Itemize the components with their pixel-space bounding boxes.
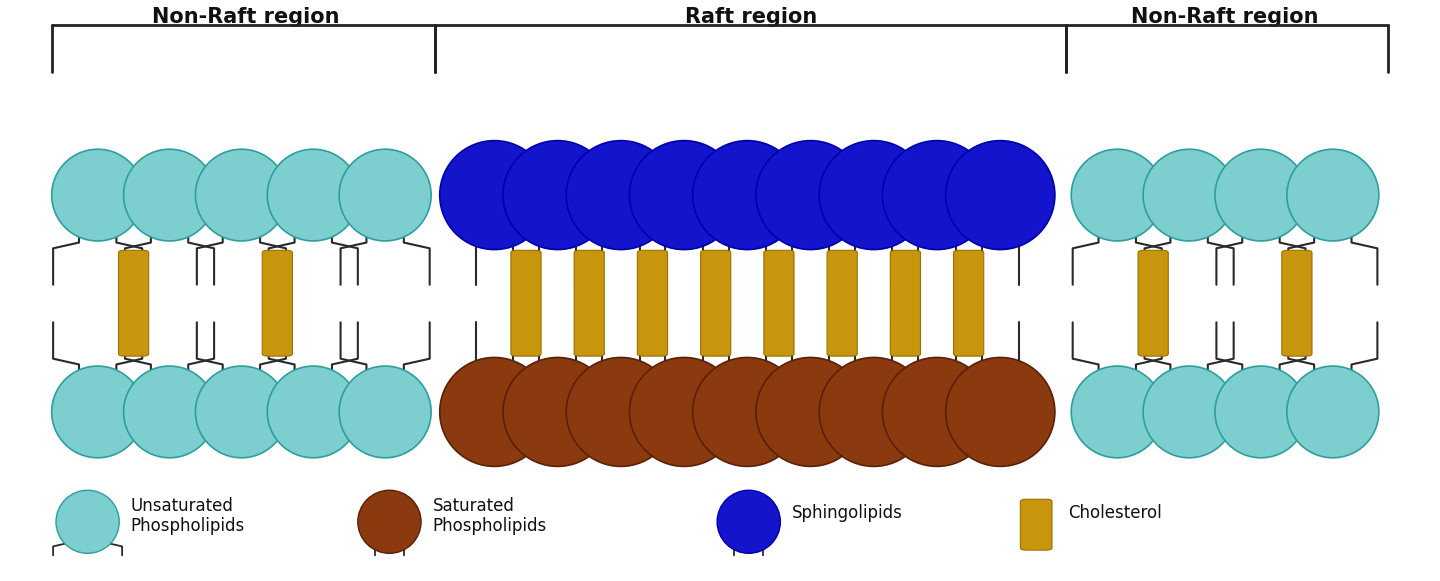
Ellipse shape [1287, 149, 1380, 241]
Ellipse shape [52, 149, 144, 241]
Ellipse shape [693, 141, 802, 250]
Ellipse shape [566, 141, 675, 250]
Ellipse shape [1143, 366, 1236, 458]
Ellipse shape [819, 141, 929, 250]
FancyBboxPatch shape [953, 250, 984, 356]
Ellipse shape [340, 149, 431, 241]
Ellipse shape [124, 149, 216, 241]
FancyBboxPatch shape [1021, 499, 1053, 550]
Ellipse shape [124, 366, 216, 458]
Ellipse shape [52, 366, 144, 458]
Ellipse shape [756, 357, 865, 467]
Ellipse shape [439, 357, 549, 467]
Ellipse shape [946, 141, 1056, 250]
Ellipse shape [56, 490, 120, 553]
Ellipse shape [268, 366, 359, 458]
Ellipse shape [629, 357, 739, 467]
FancyBboxPatch shape [638, 250, 668, 356]
Ellipse shape [946, 357, 1056, 467]
FancyBboxPatch shape [575, 250, 605, 356]
FancyBboxPatch shape [763, 250, 793, 356]
Ellipse shape [196, 149, 288, 241]
Ellipse shape [1071, 149, 1164, 241]
Ellipse shape [1071, 366, 1164, 458]
FancyBboxPatch shape [890, 250, 920, 356]
Ellipse shape [629, 141, 739, 250]
Ellipse shape [340, 366, 431, 458]
FancyBboxPatch shape [118, 250, 148, 356]
Text: Non-Raft region: Non-Raft region [1132, 7, 1319, 27]
Ellipse shape [439, 141, 549, 250]
Ellipse shape [1287, 366, 1380, 458]
Ellipse shape [1143, 149, 1236, 241]
Text: Raft region: Raft region [685, 7, 816, 27]
Text: Non-Raft region: Non-Raft region [153, 7, 340, 27]
Text: Unsaturated
Phospholipids: Unsaturated Phospholipids [131, 497, 245, 536]
FancyBboxPatch shape [701, 250, 730, 356]
Ellipse shape [883, 141, 992, 250]
FancyBboxPatch shape [262, 250, 292, 356]
FancyBboxPatch shape [511, 250, 541, 356]
Text: Cholesterol: Cholesterol [1068, 504, 1162, 522]
Ellipse shape [717, 490, 780, 553]
Ellipse shape [756, 141, 865, 250]
Text: Sphingolipids: Sphingolipids [792, 504, 903, 522]
Ellipse shape [693, 357, 802, 467]
Ellipse shape [1215, 366, 1308, 458]
Text: Saturated
Phospholipids: Saturated Phospholipids [432, 497, 547, 536]
Ellipse shape [503, 357, 612, 467]
Ellipse shape [503, 141, 612, 250]
Ellipse shape [1215, 149, 1308, 241]
Ellipse shape [357, 490, 420, 553]
FancyBboxPatch shape [1282, 250, 1312, 356]
Ellipse shape [196, 366, 288, 458]
Ellipse shape [819, 357, 929, 467]
Ellipse shape [883, 357, 992, 467]
FancyBboxPatch shape [1138, 250, 1168, 356]
FancyBboxPatch shape [827, 250, 857, 356]
Ellipse shape [566, 357, 675, 467]
Ellipse shape [268, 149, 359, 241]
